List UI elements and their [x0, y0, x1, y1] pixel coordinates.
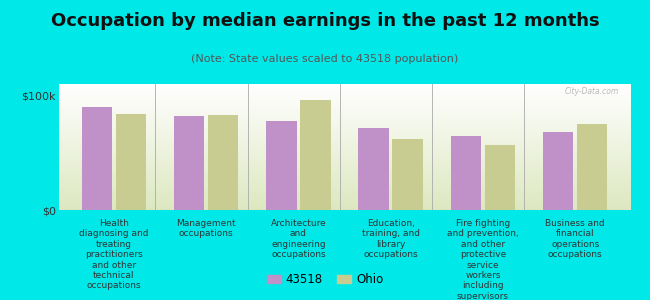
Text: Occupation by median earnings in the past 12 months: Occupation by median earnings in the pas… [51, 12, 599, 30]
Bar [450, 136, 481, 210]
Legend: 43518, Ohio: 43518, Ohio [262, 269, 388, 291]
Text: (Note: State values scaled to 43518 population): (Note: State values scaled to 43518 popu… [191, 54, 459, 64]
Bar [174, 116, 204, 210]
Text: City-Data.com: City-Data.com [565, 86, 619, 95]
Text: Health
diagnosing and
treating
practitioners
and other
technical
occupations: Health diagnosing and treating practitio… [79, 219, 149, 290]
Text: Architecture
and
engineering
occupations: Architecture and engineering occupations [270, 219, 326, 259]
Text: Management
occupations: Management occupations [176, 219, 236, 239]
Text: Education,
training, and
library
occupations: Education, training, and library occupat… [361, 219, 420, 259]
Bar [358, 128, 389, 210]
Bar [485, 145, 515, 210]
Bar [116, 114, 146, 210]
Text: Fire fighting
and prevention,
and other
protective
service
workers
including
sup: Fire fighting and prevention, and other … [447, 219, 519, 300]
Bar [393, 139, 423, 210]
Bar [543, 132, 573, 210]
Bar [266, 121, 296, 210]
Bar [208, 115, 239, 210]
Bar [577, 124, 608, 210]
Bar [300, 100, 331, 210]
Text: Business and
financial
operations
occupations: Business and financial operations occupa… [545, 219, 605, 259]
Bar [81, 107, 112, 210]
